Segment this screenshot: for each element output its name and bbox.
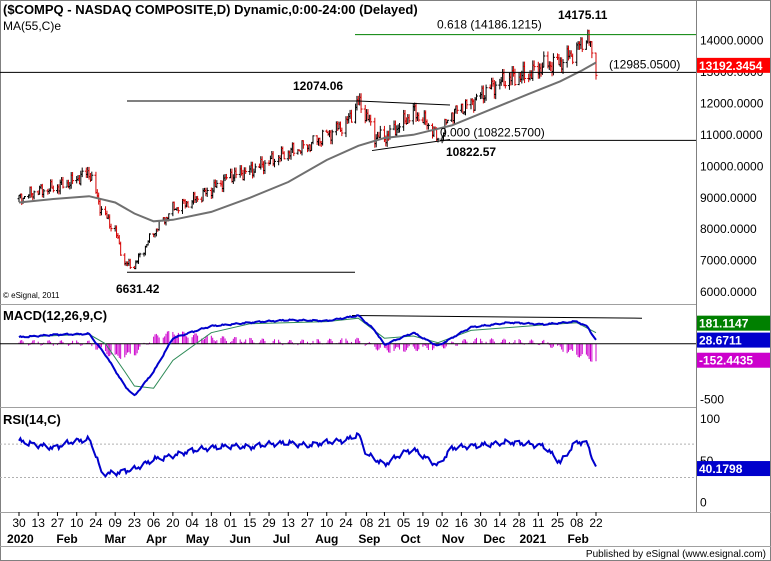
x-tick-label: 22 [589, 516, 603, 530]
annotation-10822: 10822.57 [446, 145, 496, 159]
annotation-12074: 12074.06 [293, 79, 343, 93]
x-tick-label: 28 [512, 516, 526, 530]
support-label-12985: (12985.0500) [609, 57, 680, 71]
x-tick-label: 14 [493, 516, 507, 530]
rsi-tick-label: 0 [700, 496, 707, 510]
last-price-tag [697, 57, 770, 73]
x-month-label: 2021 [519, 532, 546, 546]
copyright-text: © eSignal, 2011 [3, 291, 60, 300]
macd-line [18, 314, 597, 397]
x-month-label: Mar [104, 532, 126, 546]
x-month-label: Sep [358, 532, 380, 546]
ma-label: MA(55,C)e [3, 19, 61, 33]
x-tick-label: 15 [243, 516, 257, 530]
x-tick-label: 05 [397, 516, 411, 530]
x-month-label: Feb [567, 532, 588, 546]
price-tick-label: 11000.0000 [700, 128, 763, 142]
x-tick-label: 04 [185, 516, 199, 530]
x-tick-label: 24 [89, 516, 103, 530]
annotation-14175: 14175.11 [558, 8, 608, 22]
x-tick-label: 08 [570, 516, 584, 530]
x-month-label: Oct [401, 532, 421, 546]
macd-panel: -500 181.1147 28.6711 -152.4435 [0, 314, 770, 406]
x-month-label: Aug [315, 532, 338, 546]
price-tick-label: 7000.0000 [700, 254, 757, 268]
x-tick-label: 29 [262, 516, 276, 530]
ma-line [18, 61, 597, 223]
last-price-value: 13192.3454 [699, 59, 763, 73]
x-tick-label: 21 [378, 516, 392, 530]
x-month-label: Dec [483, 532, 505, 546]
annotation-6631: 6631.42 [116, 282, 160, 296]
rsi-title: RSI(14,C) [3, 412, 61, 427]
macd-trend-line [351, 314, 643, 319]
macd-value-1: 28.6711 [699, 334, 742, 348]
macd-value-tag [697, 332, 770, 348]
x-tick-label: 24 [339, 516, 353, 530]
x-month-label: 2020 [7, 532, 34, 546]
price-tick-label: 10000.0000 [700, 159, 764, 173]
rsi-tick-label: 100 [700, 412, 720, 426]
x-tick-label: 16 [455, 516, 469, 530]
rsi-value-tag [697, 461, 770, 477]
price-tick-label: 12000.0000 [700, 96, 764, 110]
x-month-label: Jul [273, 532, 290, 546]
publisher-text: Published by eSignal (www.esignal.com) [586, 549, 766, 560]
x-tick-label: 02 [435, 516, 449, 530]
x-tick-label: 06 [147, 516, 161, 530]
price-panel: 6000.0000 7000.0000 8000.0000 9000.0000 1000… [0, 8, 770, 299]
triangle-upper-line [357, 100, 451, 106]
x-tick-label: 10 [320, 516, 334, 530]
x-tick-label: 11 [532, 516, 545, 530]
macd-value-tag [697, 352, 770, 368]
x-tick-label: 23 [128, 516, 142, 530]
triangle-lower-line [371, 139, 451, 152]
x-tick-label: 18 [205, 516, 219, 530]
x-month-label: Feb [56, 532, 77, 546]
rsi-value: 40.1798 [699, 462, 743, 476]
x-tick-label: 19 [416, 516, 430, 530]
macd-value-2: -152.4435 [699, 354, 753, 368]
x-month-label: Apr [146, 532, 167, 546]
macd-value-0: 181.1147 [699, 317, 749, 331]
x-month-label: Jun [230, 532, 251, 546]
x-tick-label: 13 [32, 516, 46, 530]
x-tick-label: 13 [282, 516, 296, 530]
rsi-line [18, 432, 597, 479]
x-tick-label: 27 [51, 516, 65, 530]
fib-618-label: 0.618 (14186.1215) [437, 18, 542, 32]
x-tick-label: 10 [70, 516, 84, 530]
macd-value-tag [697, 315, 770, 331]
macd-title: MACD(12,26,9,C) [3, 308, 107, 323]
x-tick-label: 20 [166, 516, 180, 530]
x-month-label: May [186, 532, 210, 546]
fib-000-label: 0.000 (10822.5700) [440, 125, 545, 139]
x-month-label: Nov [442, 532, 465, 546]
x-tick-label: 30 [12, 516, 26, 530]
x-axis: 30 13 27 10 24 09 23 06 20 04 18 01 15 29 13 27 10 24 08 21… [7, 512, 603, 546]
price-tick-label: 6000.0000 [700, 285, 757, 299]
chart-title: ($COMPQ - NASDAQ COMPOSITE,D) Dynamic,0:… [3, 2, 418, 17]
macd-signal-line [18, 317, 597, 389]
x-tick-label: 09 [108, 516, 122, 530]
price-tick-label: 8000.0000 [700, 222, 757, 236]
price-tick-label: 14000.0000 [700, 33, 764, 47]
macd-tick-label: -500 [700, 392, 724, 406]
x-tick-label: 25 [551, 516, 565, 530]
price-tick-label: 9000.0000 [700, 191, 757, 205]
x-tick-label: 08 [360, 516, 374, 530]
x-tick-label: 01 [224, 516, 238, 530]
x-tick-label: 27 [301, 516, 315, 530]
x-tick-label: 30 [474, 516, 488, 530]
